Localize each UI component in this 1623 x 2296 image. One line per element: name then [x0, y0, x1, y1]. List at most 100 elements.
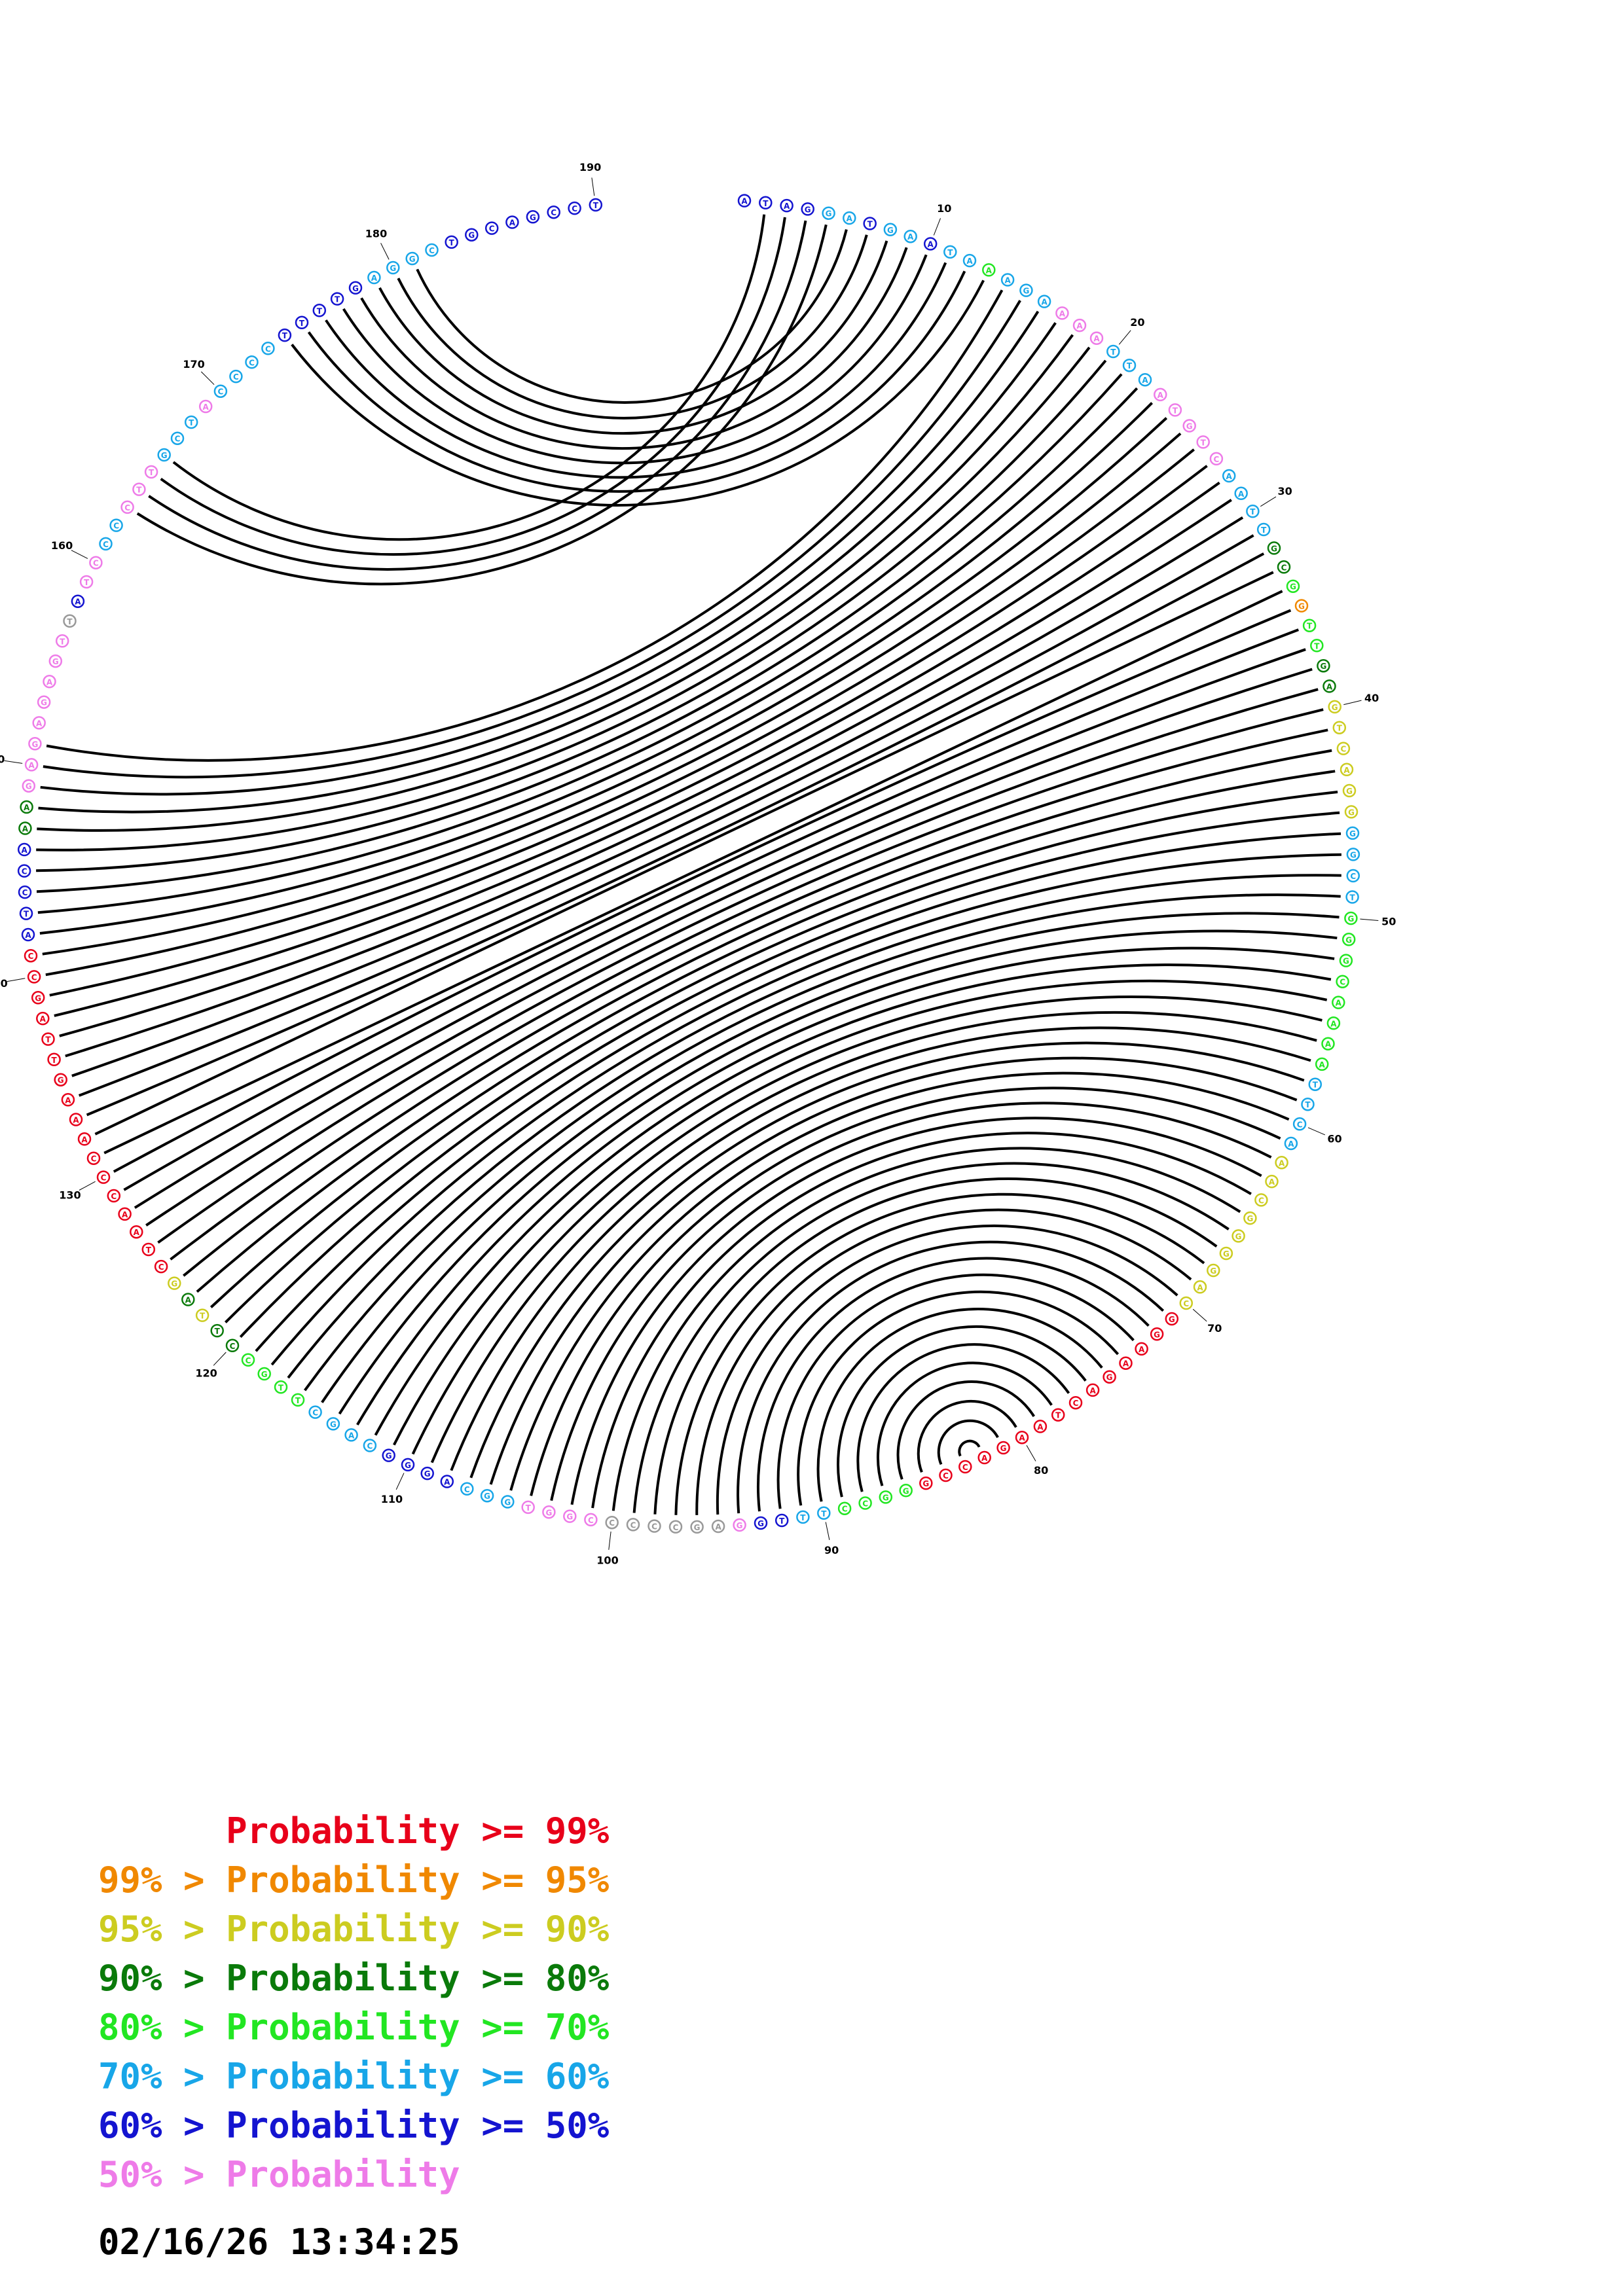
- nucleotide-circle: [1106, 344, 1120, 359]
- nucleotide: C: [363, 1439, 377, 1452]
- legend-text: Probability >= 90%: [226, 1909, 610, 1950]
- nucleotide-letter: C: [31, 973, 37, 982]
- nucleotide-circle: [982, 263, 996, 277]
- nucleotide: G: [501, 1495, 515, 1509]
- base-pair-arc: [37, 334, 1074, 832]
- nucleotide-letter: A: [75, 598, 81, 607]
- nucleotide: A: [1085, 1383, 1100, 1397]
- base-pair-arc: [591, 1132, 1252, 1509]
- nucleotide-circle: [17, 842, 31, 857]
- tick-mark: [71, 550, 88, 559]
- base-pair-arc: [896, 1380, 1035, 1480]
- nucleotide-letter: A: [1037, 1422, 1044, 1431]
- base-pair-arc: [224, 791, 1338, 1323]
- nucleotide: T: [19, 906, 33, 920]
- nucleotide: A: [181, 1293, 195, 1306]
- nucleotide-circle: [1265, 1174, 1279, 1189]
- tick-label: 70: [1207, 1322, 1222, 1335]
- nucleotide-letter: C: [230, 1342, 236, 1351]
- legend-text: Probability: [226, 2154, 460, 2195]
- nucleotide-letter: G: [1347, 914, 1354, 924]
- nucleotide: A: [69, 1113, 83, 1126]
- nucleotide-circle: [1254, 1193, 1268, 1207]
- nucleotide: C: [17, 864, 31, 878]
- base-pair-arc: [737, 1240, 1165, 1514]
- nucleotide-letter: A: [1142, 376, 1148, 385]
- base-pair-arc: [393, 979, 1328, 1446]
- legend-text: Probability >= 99%: [226, 1810, 610, 1852]
- nucleotide-circle: [1085, 1383, 1100, 1397]
- nucleotide-circle: [107, 1189, 121, 1203]
- nucleotide-letter: G: [58, 1076, 64, 1085]
- nucleotide-circle: [1286, 579, 1300, 593]
- nucleotide: G: [420, 1466, 434, 1480]
- nucleotide: A: [367, 270, 381, 285]
- nucleotide-letter: T: [200, 1312, 206, 1321]
- nucleotide-letter: T: [45, 1035, 51, 1045]
- nucleotide-circle: [1103, 1370, 1116, 1384]
- nucleotide-letter: A: [1269, 1177, 1275, 1187]
- nucleotide: C: [1179, 1296, 1194, 1310]
- nucleotide-circle: [96, 1170, 111, 1184]
- legend-row: 60% > Probability >= 50%: [98, 2101, 609, 2150]
- nucleotide: G: [1341, 933, 1356, 946]
- nucleotide: A: [1015, 1430, 1029, 1444]
- nucleotide: A: [36, 1011, 50, 1026]
- nucleotide-circle: [118, 1207, 132, 1221]
- nucleotide: C: [1292, 1117, 1307, 1131]
- nucleotide: G: [480, 1488, 494, 1503]
- nucleotide-letter: A: [73, 1116, 79, 1125]
- tick-label: 40: [1364, 692, 1379, 704]
- nucleotide: A: [1275, 1156, 1288, 1170]
- tick-label: 60: [1327, 1133, 1341, 1145]
- base-pair-arc: [145, 668, 1313, 1227]
- tick-label: 100: [596, 1554, 618, 1566]
- legend-row: 95% > Probability >= 90%: [98, 1905, 609, 1954]
- base-pair-arc: [113, 609, 1292, 1173]
- nucleotide-circle: [996, 1441, 1010, 1455]
- nucleotide-letter: G: [352, 284, 359, 293]
- nucleotide-letter: C: [1213, 455, 1219, 464]
- nucleotide-circle: [278, 328, 292, 342]
- nucleotide: G: [1231, 1229, 1245, 1243]
- nucleotide: T: [132, 482, 146, 496]
- nucleotide-letter: A: [36, 719, 43, 728]
- nucleotide-letter: G: [903, 1486, 909, 1496]
- base-pair-arc: [374, 963, 1332, 1436]
- nucleotide-circle: [1346, 869, 1360, 883]
- nucleotide-circle: [1165, 1312, 1179, 1326]
- nucleotide: T: [330, 292, 344, 306]
- nucleotide: C: [241, 1353, 255, 1367]
- legend-text: Probability >= 70%: [226, 2007, 610, 2048]
- nucleotide-circle: [1119, 1356, 1133, 1370]
- nucleotide-letter: A: [1336, 999, 1342, 1008]
- nucleotide-letter: G: [1332, 703, 1338, 712]
- nucleotide-letter: A: [81, 1135, 88, 1144]
- tick-mark: [608, 1532, 611, 1550]
- tick-mark: [1192, 1308, 1207, 1322]
- nucleotide-letter: A: [784, 202, 790, 211]
- nucleotide-circle: [55, 634, 69, 648]
- nucleotide: A: [1119, 1356, 1133, 1370]
- base-pair-arc: [411, 996, 1322, 1455]
- nucleotide: T: [775, 1513, 789, 1528]
- base-pair-arc: [45, 432, 1182, 977]
- legend-text: Probability >= 50%: [226, 2105, 610, 2146]
- base-pair-arc: [632, 1162, 1230, 1513]
- nucleotide: T: [79, 575, 94, 589]
- nucleotide-letter: C: [862, 1499, 868, 1509]
- nucleotide: G: [1103, 1370, 1116, 1384]
- nucleotide-circle: [36, 1011, 50, 1026]
- nucleotide-letter: G: [484, 1492, 490, 1501]
- nucleotide: C: [261, 342, 275, 355]
- nucleotide-circle: [1346, 848, 1360, 861]
- nucleotide-letter: A: [203, 403, 210, 412]
- nucleotide-circle: [775, 1513, 789, 1528]
- nucleotide-letter: T: [1110, 348, 1116, 357]
- nucleotide-letter: C: [842, 1505, 848, 1514]
- nucleotide-letter: C: [651, 1522, 657, 1532]
- nucleotide-circle: [547, 205, 560, 219]
- base-pair-arc: [430, 1011, 1317, 1463]
- nucleotide: C: [605, 1515, 619, 1530]
- nucleotide: C: [1277, 560, 1291, 574]
